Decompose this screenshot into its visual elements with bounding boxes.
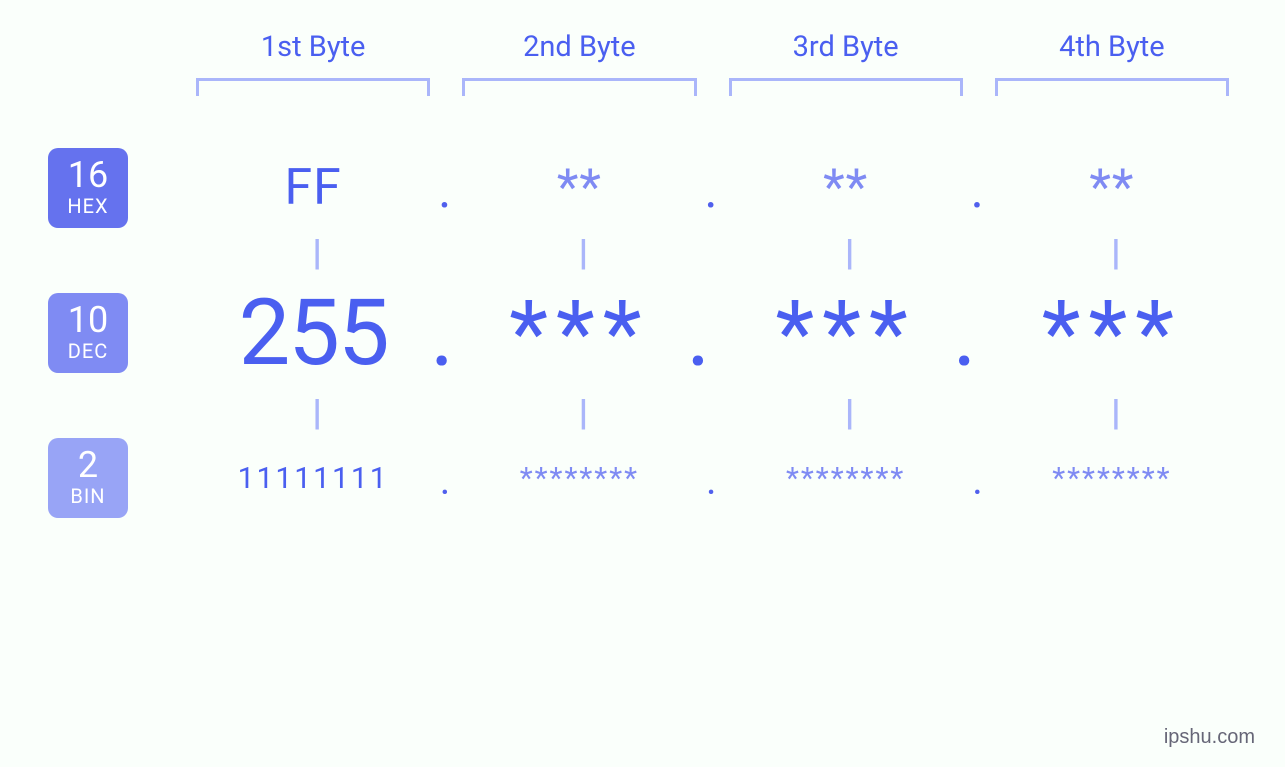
- bin-cells: 11111111 ******** ******** ********: [180, 438, 1245, 518]
- byte-header-2: 2nd Byte: [446, 30, 712, 64]
- equals-2-2: ||: [446, 388, 712, 438]
- bracket-4: [995, 78, 1229, 96]
- hex-byte-3: **: [713, 148, 979, 228]
- dec-badge: 10 DEC: [48, 293, 128, 373]
- dec-row: 10 DEC 255 *** *** ***: [40, 278, 1245, 388]
- bracket-2: [462, 78, 696, 96]
- dec-byte-2: ***: [446, 278, 712, 388]
- bin-row: 2 BIN 11111111 ******** ******** *******…: [40, 438, 1245, 518]
- brackets-row: [180, 78, 1245, 96]
- equals-1-4: ||: [979, 228, 1245, 278]
- equals-1-1: ||: [180, 228, 446, 278]
- byte-header-3: 3rd Byte: [713, 30, 979, 64]
- dec-badge-txt: DEC: [68, 338, 109, 364]
- dec-byte-1: 255: [180, 278, 446, 388]
- equals-row-1: || || || ||: [180, 228, 1245, 278]
- hex-badge-txt: HEX: [67, 193, 108, 219]
- bracket-3: [729, 78, 963, 96]
- equals-1-2: ||: [446, 228, 712, 278]
- hex-badge-num: 16: [68, 157, 108, 193]
- hex-cells: FF ** ** **: [180, 148, 1245, 228]
- hex-badge: 16 HEX: [48, 148, 128, 228]
- byte-header-4: 4th Byte: [979, 30, 1245, 64]
- dec-byte-3: ***: [713, 278, 979, 388]
- equals-2-1: ||: [180, 388, 446, 438]
- equals-2-4: ||: [979, 388, 1245, 438]
- hex-byte-4: **: [979, 148, 1245, 228]
- equals-row-2: || || || ||: [180, 388, 1245, 438]
- ip-bytes-diagram: 1st Byte 2nd Byte 3rd Byte 4th Byte 16 H…: [0, 0, 1285, 518]
- bin-badge-num: 2: [78, 447, 98, 483]
- bracket-1: [196, 78, 430, 96]
- watermark: ipshu.com: [1164, 726, 1255, 749]
- bin-badge: 2 BIN: [48, 438, 128, 518]
- hex-byte-1: FF: [180, 148, 446, 228]
- bin-byte-2: ********: [446, 438, 712, 518]
- byte-header-1: 1st Byte: [180, 30, 446, 64]
- bin-byte-3: ********: [713, 438, 979, 518]
- bin-byte-1: 11111111: [180, 438, 446, 518]
- dec-byte-4: ***: [979, 278, 1245, 388]
- equals-2-3: ||: [713, 388, 979, 438]
- byte-headers-row: 1st Byte 2nd Byte 3rd Byte 4th Byte: [180, 0, 1245, 64]
- hex-byte-2: **: [446, 148, 712, 228]
- bin-byte-4: ********: [979, 438, 1245, 518]
- dec-badge-num: 10: [68, 302, 108, 338]
- dec-cells: 255 *** *** ***: [180, 278, 1245, 388]
- bin-badge-txt: BIN: [70, 483, 105, 509]
- equals-1-3: ||: [713, 228, 979, 278]
- hex-row: 16 HEX FF ** ** **: [40, 148, 1245, 228]
